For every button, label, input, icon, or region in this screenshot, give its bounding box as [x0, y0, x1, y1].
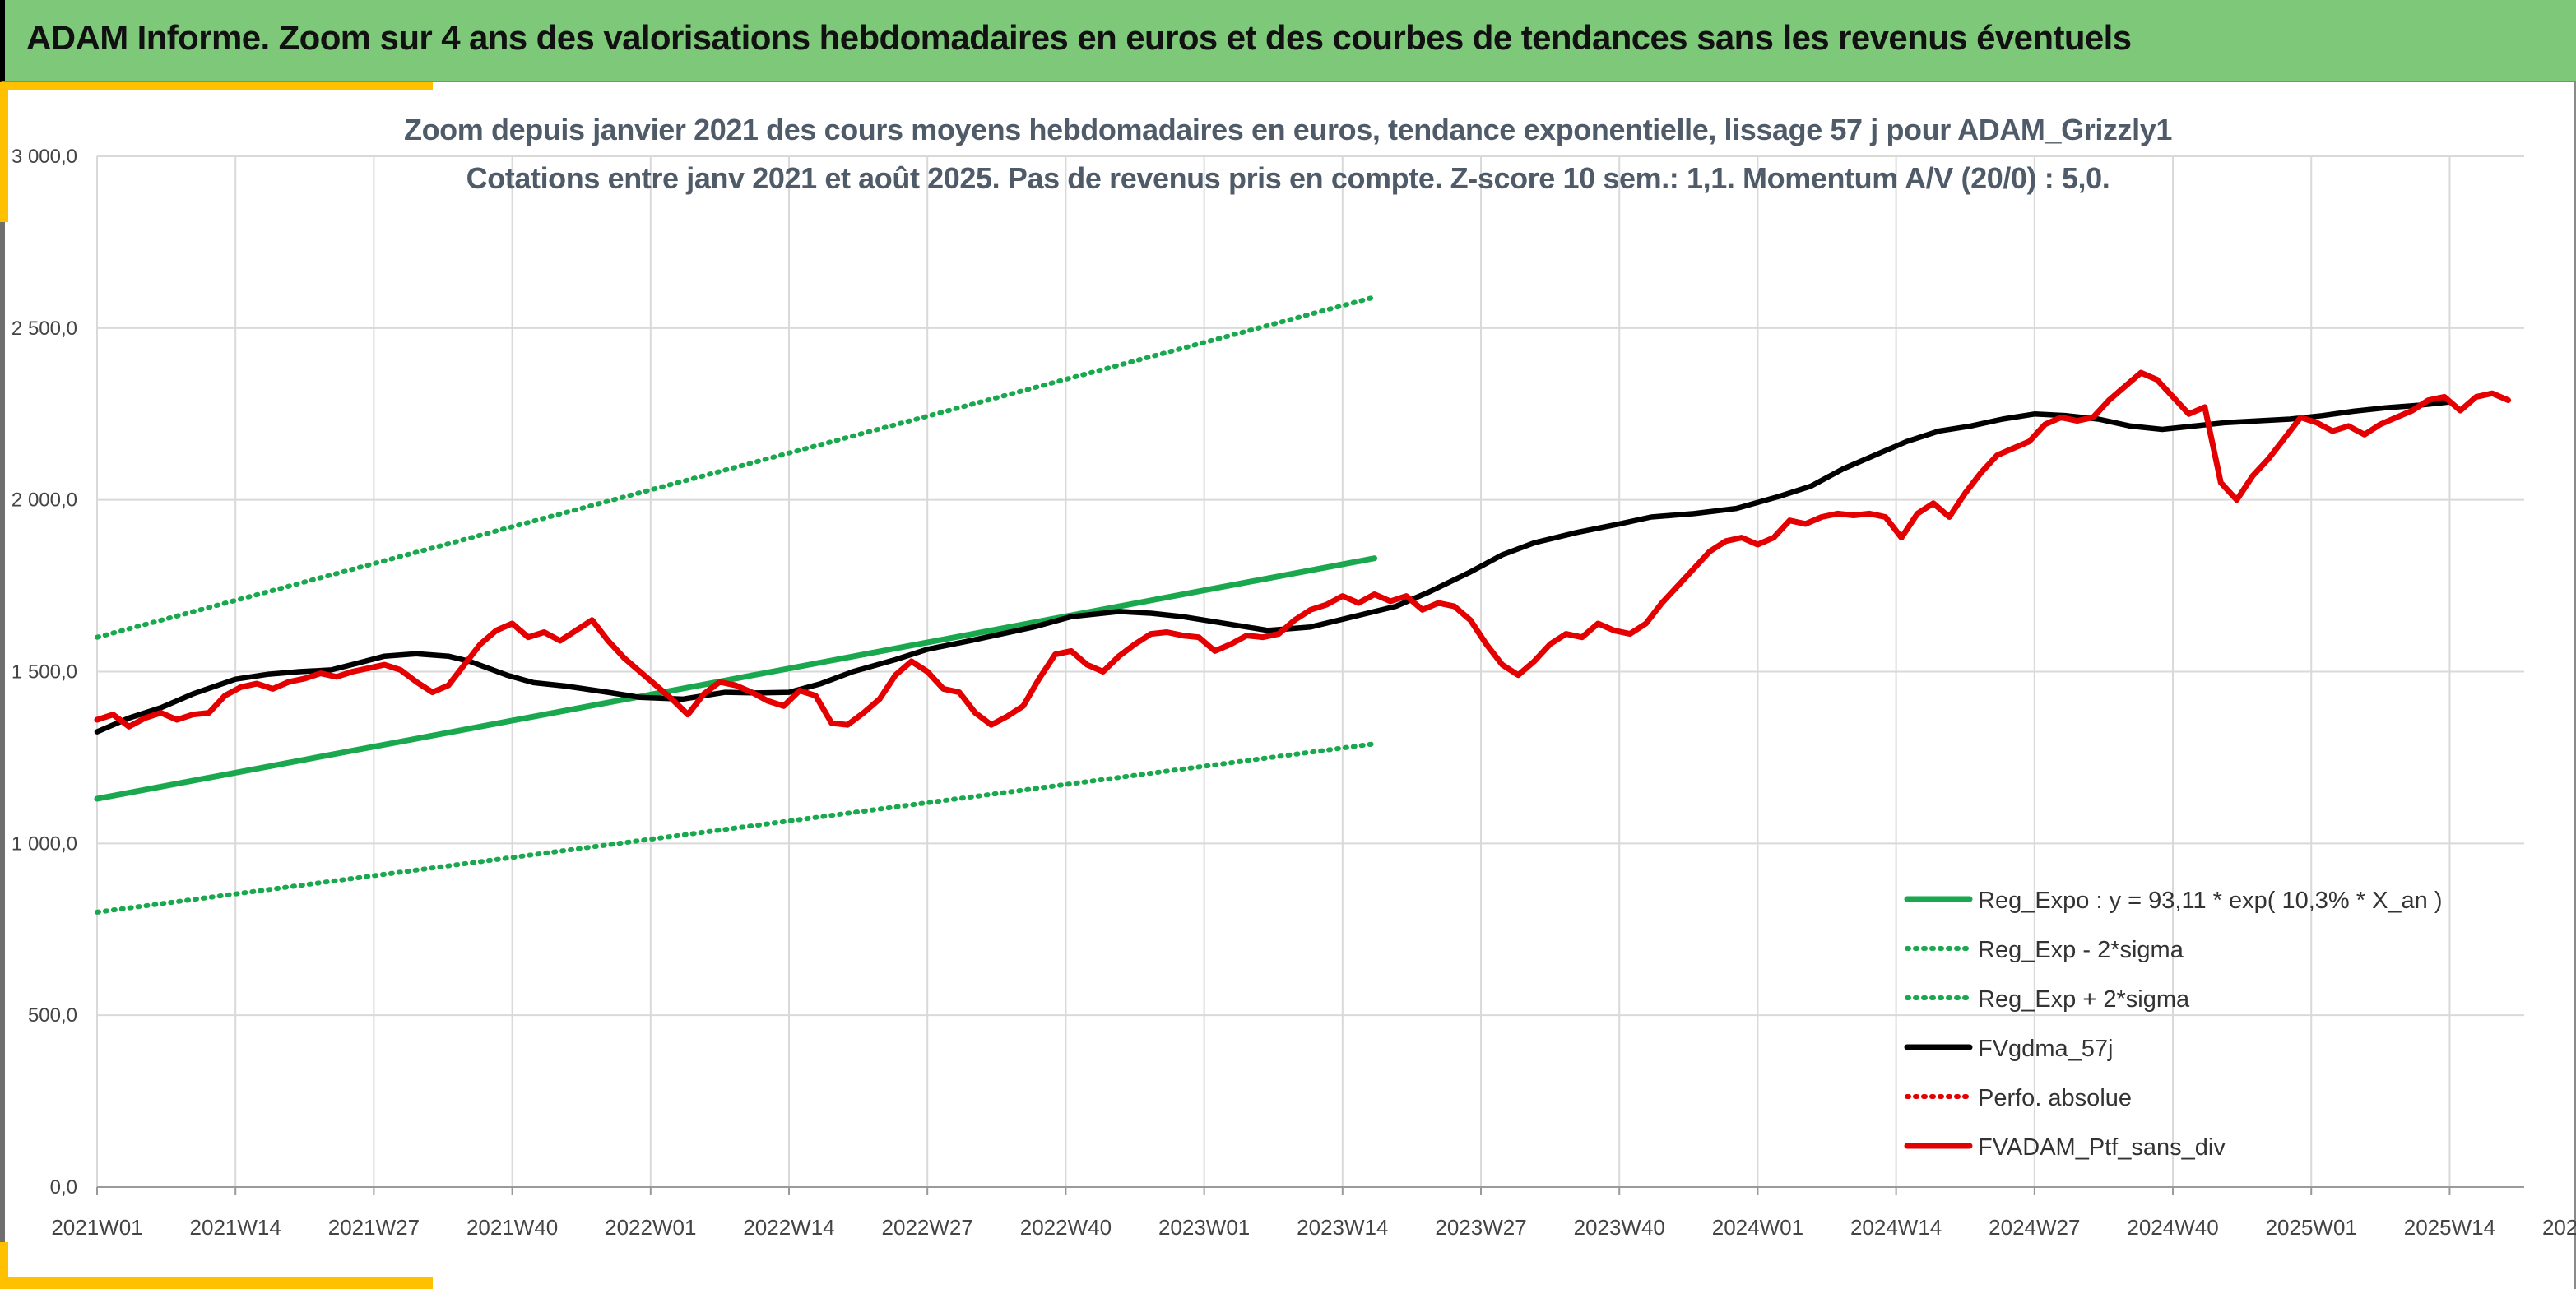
legend-label: Reg_Expo : y = 93,11 * exp( 10,3% * X_an… [1978, 888, 2443, 914]
y-tick-label: 2 000,0 [12, 489, 77, 512]
legend-label: Reg_Exp - 2*sigma [1978, 937, 2184, 963]
frame-accent-top [0, 82, 433, 90]
legend: Reg_Expo : y = 93,11 * exp( 10,3% * X_an… [1904, 888, 2443, 1161]
x-tick-label: 2021W14 [190, 1215, 281, 1240]
axis-layer: 0,0 500,0 1 000,0 1 500,0 2 000,0 2 500,0 3 00… [12, 146, 2576, 1240]
chart-frame [0, 82, 2576, 1289]
x-tick-label: 2025W14 [2404, 1215, 2495, 1240]
y-tick-label: 1 000,0 [12, 832, 77, 855]
frame-accent-bottom [0, 1277, 433, 1289]
legend-label: Reg_Exp + 2*sigma [1978, 986, 2190, 1013]
legend-label: FVgdma_57j [1978, 1036, 2113, 1062]
y-tick-label: 0,0 [50, 1176, 77, 1199]
x-tick-label: 2022W27 [882, 1215, 973, 1240]
series-line-5 [94, 369, 2512, 730]
x-tick-label: 2024W40 [2127, 1215, 2218, 1240]
grid-layer [96, 155, 2524, 1188]
legend-label: FVADAM_Ptf_sans_div [1978, 1134, 2226, 1161]
y-tick-label: 2 500,0 [12, 318, 77, 340]
x-tick-label: 2021W27 [328, 1215, 420, 1240]
banner: ADAM Informe. Zoom sur 4 ans des valoris… [0, 0, 2576, 82]
y-tick-label: 500,0 [28, 1004, 77, 1027]
x-tick-label: 2024W27 [1989, 1215, 2080, 1240]
x-tick-label: 2022W01 [605, 1215, 696, 1240]
frame-accent-left-bottom [0, 1242, 8, 1289]
banner-title: ADAM Informe. Zoom sur 4 ans des valoris… [26, 18, 2132, 57]
x-tick-label: 2023W40 [1574, 1215, 1665, 1240]
x-tick-label: 2024W01 [1712, 1215, 1803, 1240]
chart-title: Zoom depuis janvier 2021 des cours moyen… [404, 113, 2172, 146]
series-line-0 [94, 555, 1378, 802]
series-line-2 [95, 294, 1377, 640]
chart-subtitle: Cotations entre janv 2021 et août 2025. … [466, 161, 2110, 195]
frame-accent-left-top [0, 82, 8, 222]
series-layer [94, 294, 2512, 915]
x-tick-label: 2024W14 [1850, 1215, 1942, 1240]
x-tick-label: 2022W14 [743, 1215, 834, 1240]
legend-label: Perfo. absolue [1978, 1085, 2132, 1111]
x-tick-label: 2025W01 [2266, 1215, 2357, 1240]
y-tick-label: 1 500,0 [12, 661, 77, 684]
x-tick-label: 2022W40 [1020, 1215, 1112, 1240]
x-tick-label: 2023W14 [1297, 1215, 1388, 1240]
y-tick-label: 3 000,0 [12, 146, 77, 168]
x-tick-label: 2021W01 [51, 1215, 142, 1240]
x-tick-label: 2023W01 [1158, 1215, 1250, 1240]
x-tick-label: 2023W27 [1435, 1215, 1526, 1240]
x-tick-label: 2021W40 [466, 1215, 558, 1240]
x-tick-label: 2025W27 [2542, 1215, 2576, 1240]
series-line-1 [95, 741, 1377, 915]
